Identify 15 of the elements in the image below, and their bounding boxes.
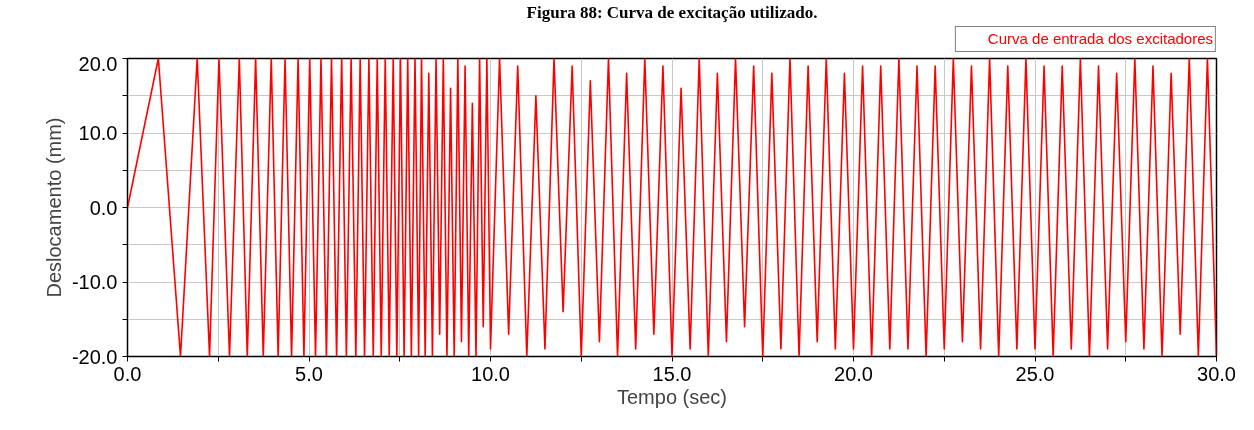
x-tick-label: 30.0 — [1197, 362, 1236, 385]
x-tick-label: 20.0 — [834, 362, 873, 385]
y-tick-label: -10.0 — [71, 271, 118, 293]
x-tick-label: 10.0 — [471, 362, 510, 385]
y-axis-title: Deslocamento (mm) — [42, 117, 65, 298]
y-tick-label: 10.0 — [78, 122, 118, 144]
x-axis-title: Tempo (sec) — [616, 385, 728, 408]
y-tick-label: 20.0 — [78, 52, 118, 75]
x-tick-label: 15.0 — [652, 362, 692, 385]
y-tick-label: -20.0 — [71, 345, 118, 368]
x-tick-label: 25.0 — [1015, 362, 1055, 385]
series-label: Curva de entrada dos excitadores — [987, 30, 1213, 47]
y-tick-label: 0.0 — [89, 196, 118, 219]
x-tick-label: 5.0 — [295, 362, 323, 385]
chart-title: Figura 88: Curva de excitação utilizado. — [526, 2, 818, 22]
